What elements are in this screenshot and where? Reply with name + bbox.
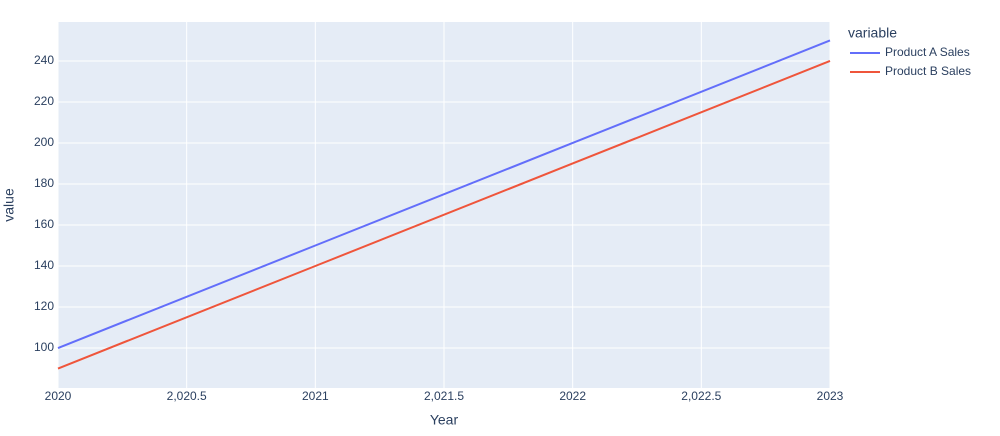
x-tick-label: 2023 xyxy=(817,389,844,403)
y-axis-title: value xyxy=(1,188,17,222)
y-tick-label: 120 xyxy=(34,299,54,313)
y-tick-label: 140 xyxy=(34,258,54,272)
x-tick-label: 2,020.5 xyxy=(167,389,207,403)
y-tick-label: 240 xyxy=(34,53,54,67)
y-tick-label: 180 xyxy=(34,176,54,190)
x-tick-label: 2022 xyxy=(559,389,586,403)
y-tick-label: 100 xyxy=(34,340,54,354)
x-tick-label: 2,021.5 xyxy=(424,389,464,403)
x-axis-title: Year xyxy=(430,412,459,428)
legend-label: Product A Sales xyxy=(885,45,970,59)
y-tick-label: 200 xyxy=(34,135,54,149)
series-line xyxy=(57,39,831,349)
y-tick-label: 160 xyxy=(34,217,54,231)
x-tick-label: 2021 xyxy=(302,389,329,403)
series-line xyxy=(57,60,831,370)
legend-title: variable xyxy=(848,25,897,41)
legend-label: Product B Sales xyxy=(885,64,971,78)
y-tick-label: 220 xyxy=(34,94,54,108)
x-tick-label: 2,022.5 xyxy=(681,389,721,403)
x-tick-label: 2020 xyxy=(45,389,72,403)
